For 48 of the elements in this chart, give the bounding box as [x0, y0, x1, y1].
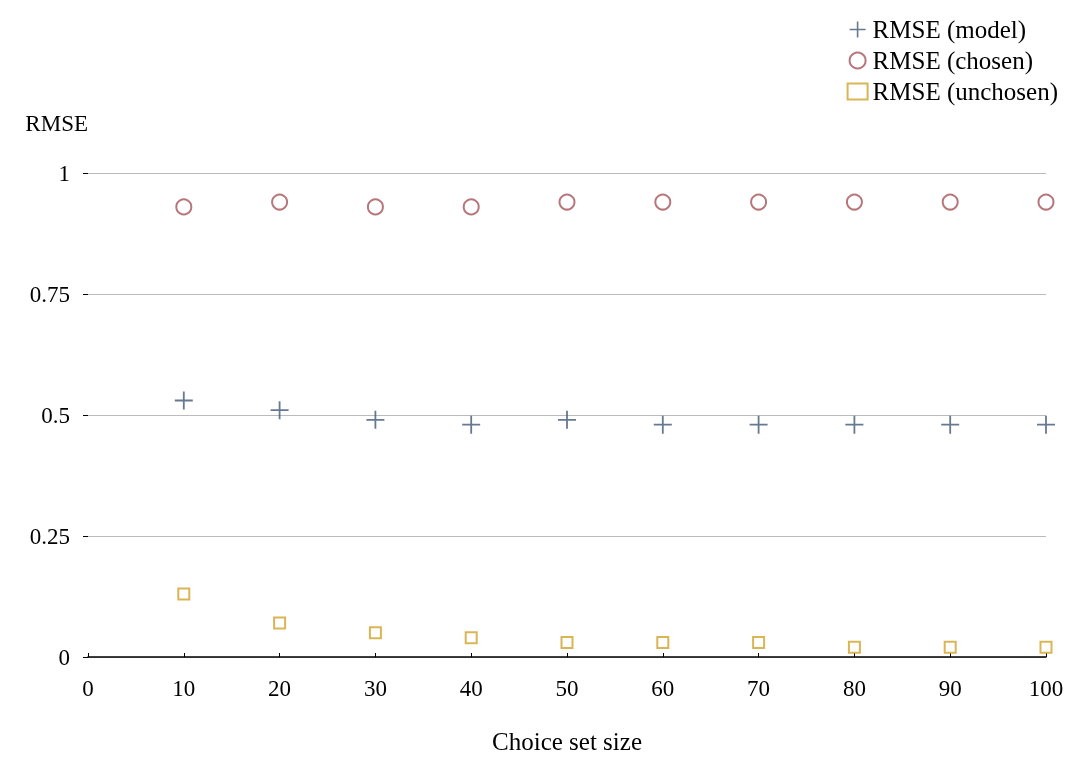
point [273, 616, 287, 630]
point [368, 626, 382, 640]
point [750, 193, 768, 211]
x-tick-label: 20 [268, 676, 292, 701]
x-tick-label: 40 [459, 676, 483, 701]
point [560, 635, 574, 649]
point [177, 587, 191, 601]
x-tick-label: 0 [82, 676, 94, 701]
point [1037, 415, 1055, 434]
x-tick-label: 70 [747, 676, 771, 701]
point [1039, 640, 1053, 654]
x-tick-label: 100 [1028, 676, 1064, 701]
point [366, 410, 385, 429]
y-tick-label: 0.25 [29, 523, 70, 549]
point [558, 193, 576, 211]
y-tick-label: 0 [58, 644, 70, 670]
point [845, 193, 863, 211]
point [943, 640, 957, 654]
point [941, 415, 960, 434]
point [656, 635, 670, 649]
y-tick-label: 0.5 [41, 402, 70, 428]
y-axis-title: RMSE [25, 111, 88, 136]
y-tick-label: 0.75 [29, 281, 70, 307]
x-tick-label: 60 [651, 676, 675, 701]
point [941, 193, 959, 211]
point [270, 401, 289, 420]
point [654, 193, 672, 211]
x-tick-label: 50 [555, 676, 579, 701]
y-tick-label: 1 [58, 160, 70, 186]
point [847, 640, 861, 654]
legend-label: RMSE (unchosen) [872, 78, 1059, 106]
point [752, 635, 766, 649]
legend-label: RMSE (chosen) [872, 47, 1034, 75]
x-tick-label: 10 [172, 676, 196, 701]
point [1037, 193, 1055, 211]
point [462, 415, 481, 434]
x-tick-label: 30 [363, 676, 387, 701]
point [464, 631, 478, 645]
x-tick-label: 80 [842, 676, 866, 701]
point [366, 198, 384, 216]
point [271, 193, 289, 211]
point [558, 410, 576, 429]
point [653, 415, 672, 434]
x-axis-title: Choice set size [492, 728, 642, 755]
x-tick-label: 90 [938, 676, 962, 701]
point [462, 198, 480, 216]
point [175, 198, 193, 216]
legend-label: RMSE (model) [872, 16, 1027, 44]
